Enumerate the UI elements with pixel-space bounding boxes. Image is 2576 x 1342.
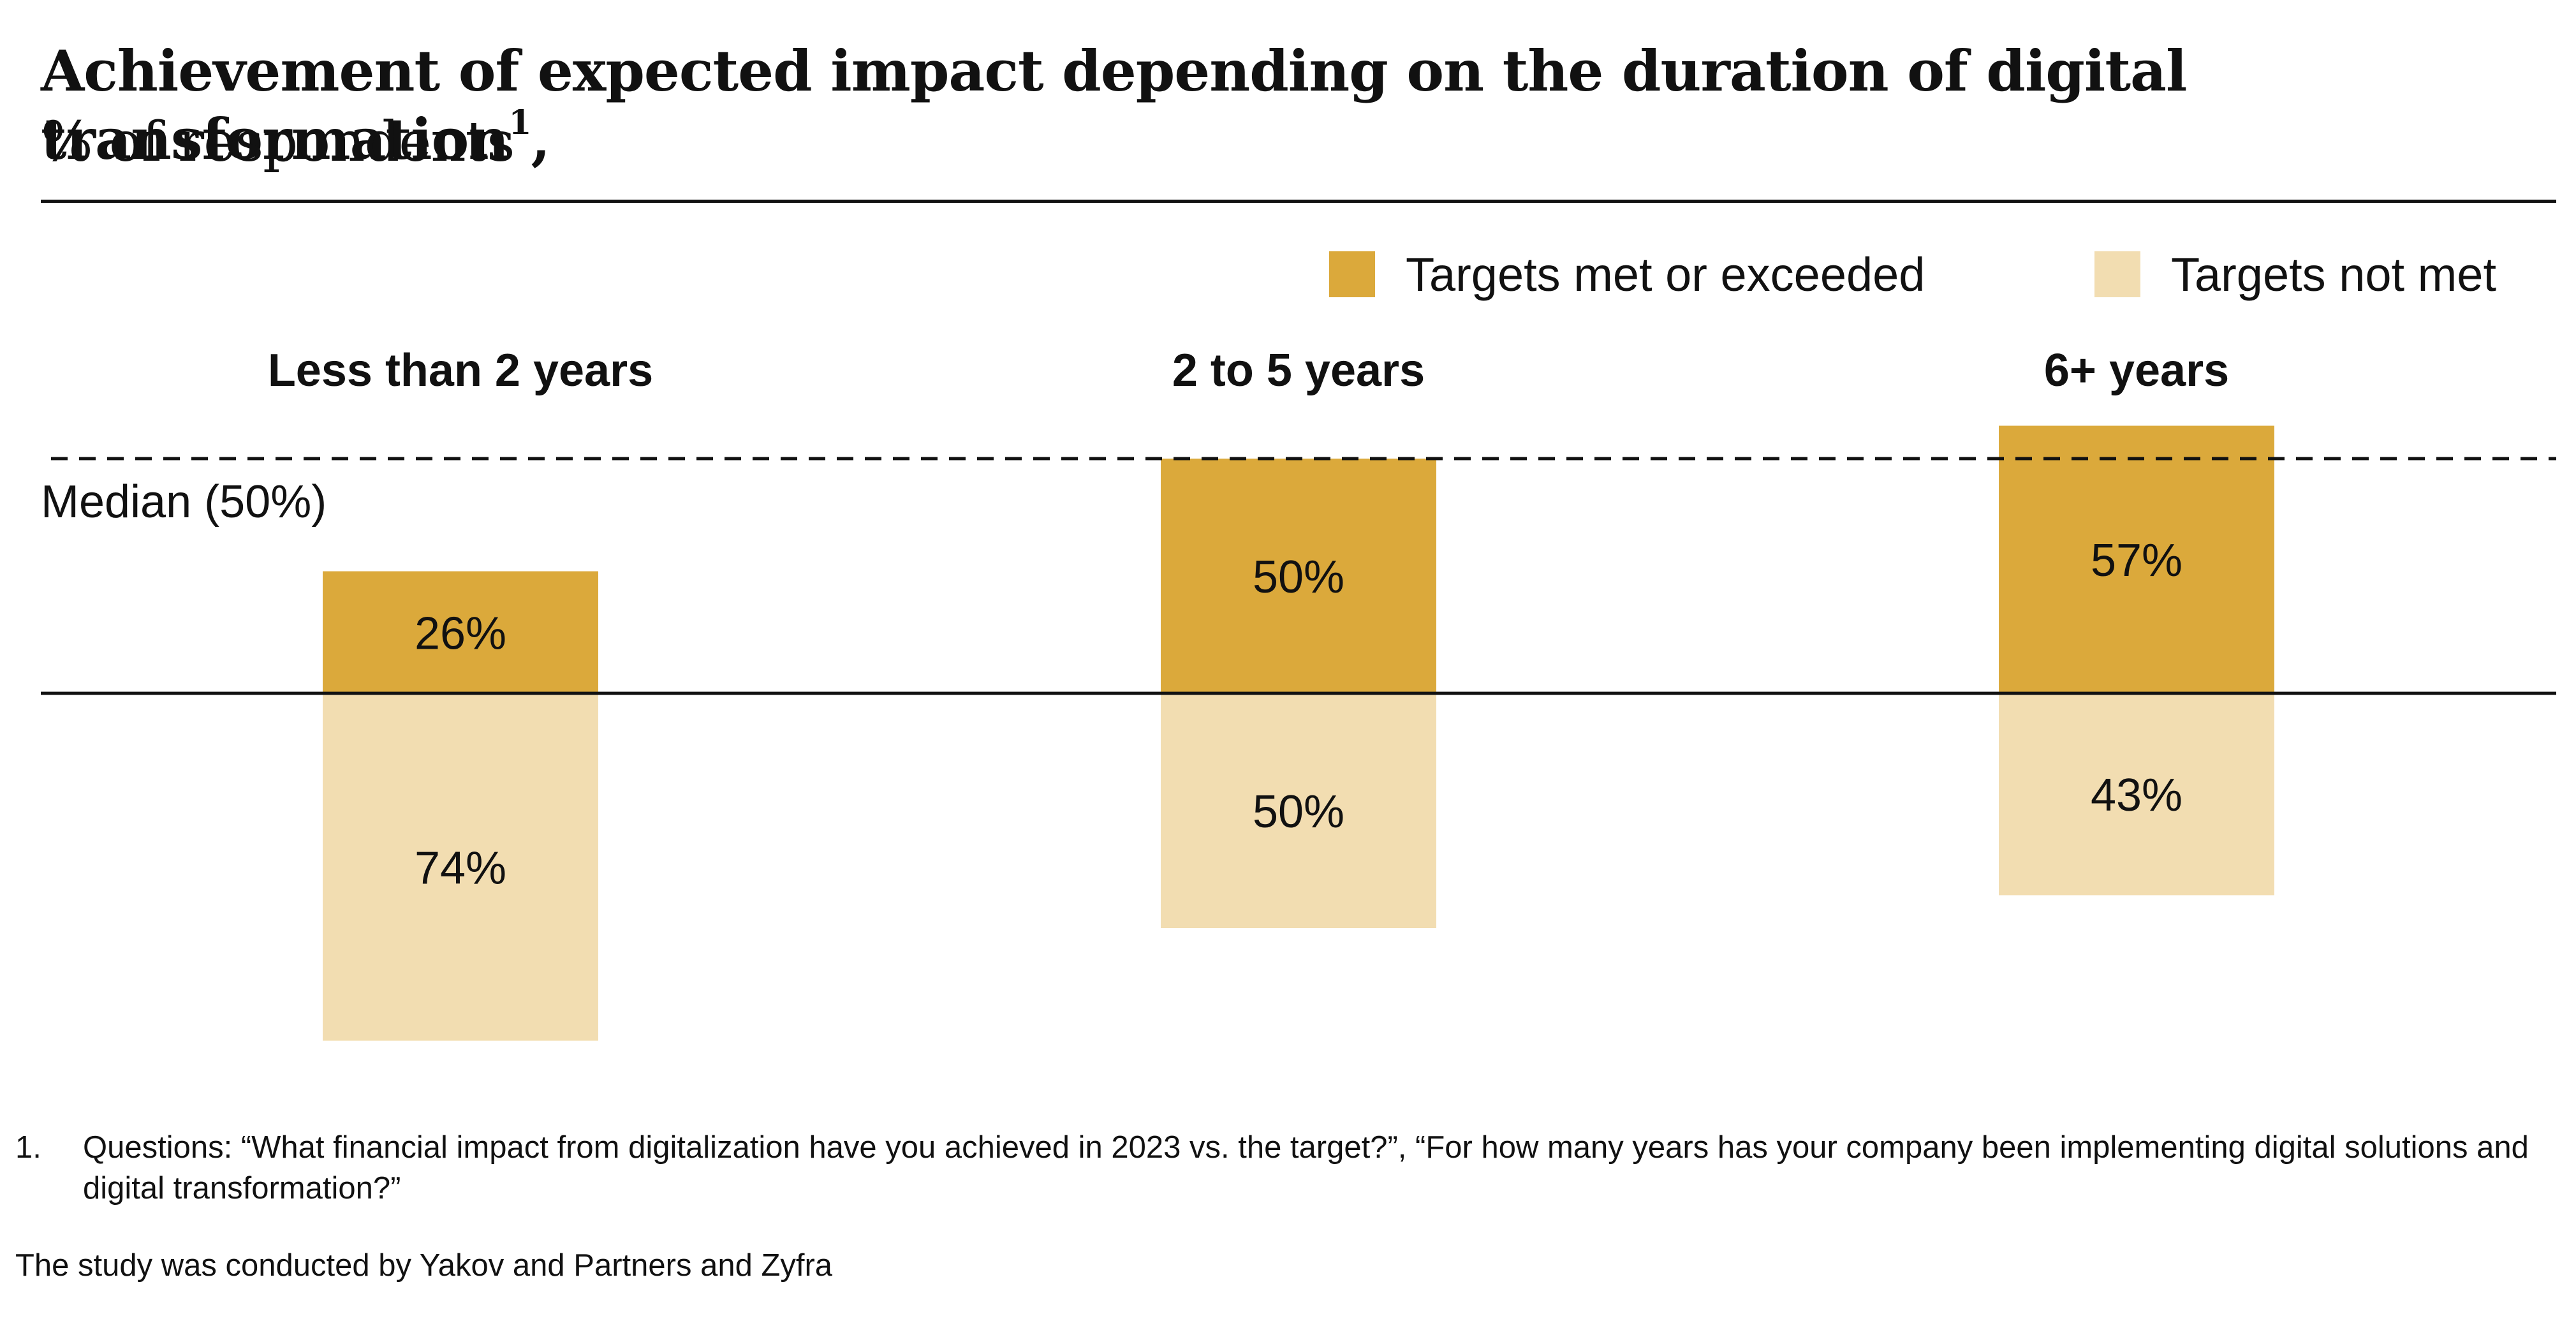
category-label-6-plus-years: 6+ years [2043, 345, 2230, 396]
median-label: Median (50%) [41, 476, 327, 527]
data-label-met-6-plus-years: 57% [2091, 535, 2182, 586]
chart-title: Achievement of expected impact depending… [41, 37, 2560, 174]
legend-label-not-met: Targets not met [2171, 247, 2497, 301]
category-label-less-than-2-years: Less than 2 years [267, 345, 654, 396]
legend-swatch-met [1329, 251, 1375, 297]
chart-title-text: Achievement of expected impact depending… [41, 38, 2187, 173]
bar-met-less-than-2-years [323, 571, 598, 693]
title-comma: , [531, 106, 551, 173]
bar-not-met-2-to-5-years [1161, 693, 1436, 928]
chart-subtitle: % of respondents [41, 110, 515, 174]
footnote-text: Questions: “What financial impact from d… [83, 1130, 2529, 1206]
data-label-not-met-6-plus-years: 43% [2091, 770, 2182, 821]
title-footnote-mark: 1 [508, 103, 531, 143]
bar-not-met-6-plus-years [1999, 693, 2274, 896]
legend-swatch-not-met [2094, 251, 2140, 297]
footnote-number: 1. [15, 1130, 41, 1165]
legend-label-met: Targets met or exceeded [1406, 247, 1925, 301]
data-label-met-2-to-5-years: 50% [1253, 552, 1344, 603]
bar-not-met-less-than-2-years [323, 693, 598, 1041]
legend-item-not-met: Targets not met [2094, 246, 2496, 303]
data-label-met-less-than-2-years: 26% [415, 608, 506, 659]
bar-met-6-plus-years [1999, 425, 2274, 693]
source-note: The study was conducted by Yakov and Par… [15, 1248, 833, 1283]
footnote: 1. Questions: “What financial impact fro… [15, 1128, 2560, 1209]
bar-met-2-to-5-years [1161, 459, 1436, 693]
legend-item-met: Targets met or exceeded [1329, 246, 1925, 303]
data-label-not-met-2-to-5-years: 50% [1253, 786, 1344, 837]
bar-chart: 26% 74% 50% 50% 57% 43% [41, 425, 2556, 1041]
category-label-2-to-5-years: 2 to 5 years [1172, 345, 1425, 396]
header-divider [41, 200, 2556, 203]
data-label-not-met-less-than-2-years: 74% [415, 843, 506, 894]
